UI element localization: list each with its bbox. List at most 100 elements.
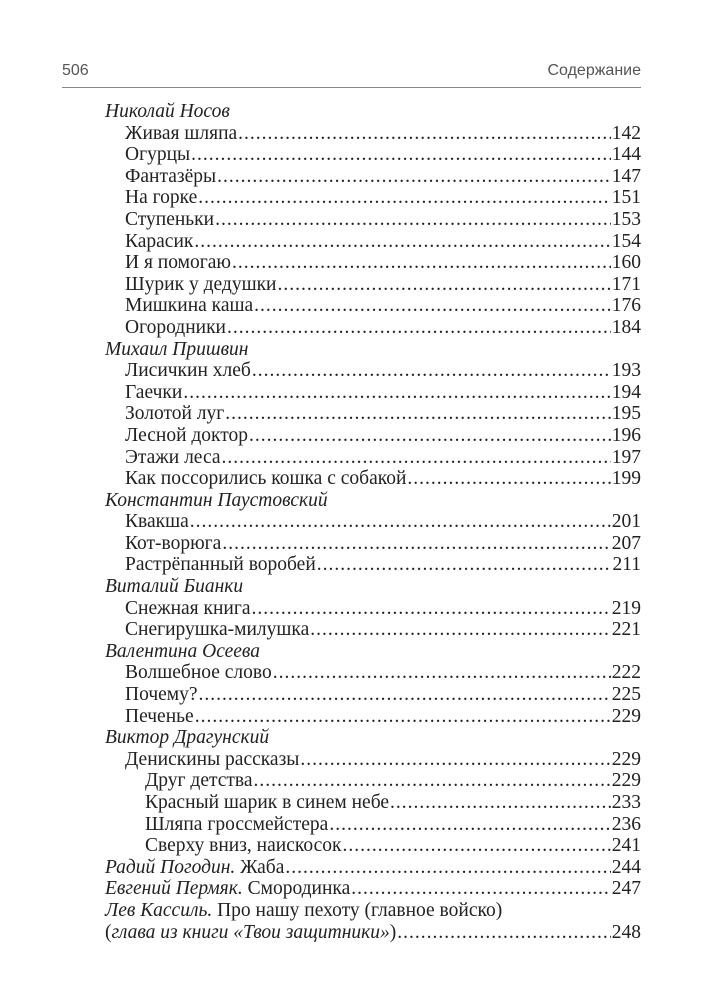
- text: Снежная книга: [125, 597, 251, 619]
- text: (: [105, 921, 112, 943]
- text: Ступеньки: [125, 208, 215, 230]
- text: Почему?: [125, 684, 198, 706]
- toc-entry: Лесной доктор 196: [105, 425, 641, 447]
- toc-entry-title: Денискины рассказы: [125, 749, 299, 771]
- toc-page-number: 176: [611, 295, 641, 317]
- toc-page-number: 248: [611, 921, 641, 943]
- dot-leader: [199, 684, 611, 706]
- dot-leader: [217, 166, 611, 188]
- toc-page-number: 222: [611, 662, 641, 684]
- toc-entry: Снежная книга 219: [105, 598, 641, 620]
- toc-page-number: 184: [611, 316, 641, 338]
- toc-entry-title: Ступеньки: [125, 209, 214, 231]
- dot-leader: [254, 770, 611, 792]
- toc-entry: Красный шарик в синем небе 233: [105, 792, 641, 814]
- toc-page-number: 221: [611, 619, 641, 641]
- toc-entry-title: Почему?: [125, 684, 198, 706]
- text: Огородники: [125, 316, 226, 338]
- toc-entry-title: Печенье: [125, 706, 194, 728]
- dot-leader: [183, 382, 610, 404]
- toc-entry: Радий Погодин. Жаба 244: [105, 857, 641, 879]
- toc-entry: (глава из книги «Твои защитники») 248: [105, 922, 641, 944]
- text: Растрёпанный воробей: [125, 554, 316, 576]
- toc-page-number: 236: [611, 813, 641, 835]
- text: Шляпа гроссмейстера: [145, 813, 329, 835]
- toc-entry-title: Этажи леса: [125, 447, 221, 469]
- toc-author-heading: Михаил Пришвин: [105, 339, 641, 361]
- dot-leader: [397, 922, 611, 944]
- dot-leader: [407, 468, 610, 490]
- toc-entry-title: Лесной доктор: [125, 425, 248, 447]
- italic-text: Константин Паустовский: [105, 489, 328, 511]
- dot-leader: [252, 598, 611, 620]
- text: Кот-ворюга: [125, 532, 222, 554]
- toc-entry-title: На горке: [125, 187, 197, 209]
- dot-leader: [390, 792, 611, 814]
- toc-entry: И я помогаю 160: [105, 252, 641, 274]
- toc-entry: Волшебное слово 222: [105, 662, 641, 684]
- italic-text: глава из книги «Твои защитники»: [111, 921, 390, 943]
- text: Этажи леса: [125, 446, 221, 468]
- toc-entry: На горке 151: [105, 187, 641, 209]
- section-title: Содержание: [547, 62, 641, 79]
- toc-page-number: 153: [611, 208, 641, 230]
- toc-entry: Гаечки 194: [105, 382, 641, 404]
- toc-entry-title: Лисичкин хлеб: [125, 360, 251, 382]
- toc-entry-title: Лев Кассиль. Про нашу пехоту (главное во…: [105, 900, 502, 922]
- toc-entry-title: Шурик у дедушки: [125, 274, 277, 296]
- text: Про нашу пехоту (главное войско): [212, 899, 503, 921]
- dot-leader: [225, 403, 610, 425]
- toc-entry-title: Радий Погодин. Жаба: [105, 857, 284, 879]
- toc-entry: Денискины рассказы 229: [105, 749, 641, 771]
- toc-entry: Ступеньки 153: [105, 209, 641, 231]
- text: Живая шляпа: [125, 122, 238, 144]
- toc-entry: Сверху вниз, наискосок 241: [105, 835, 641, 857]
- toc-page-number: 229: [611, 770, 641, 792]
- toc-author-heading: Виталий Бианки: [105, 576, 641, 598]
- toc-entry-title: Снегирушка-милушка: [125, 619, 309, 641]
- toc-page-number: 233: [611, 792, 641, 813]
- dot-leader: [194, 231, 610, 253]
- toc-entry-title: Фантазёры: [125, 166, 216, 188]
- dot-leader: [285, 857, 610, 879]
- toc-entry-title: Снежная книга: [125, 598, 251, 620]
- dot-leader: [254, 295, 611, 317]
- dot-leader: [249, 425, 611, 447]
- text: Красный шарик в синем небе: [145, 792, 390, 813]
- dot-leader: [190, 511, 611, 533]
- dot-leader: [351, 878, 610, 900]
- toc-entry-title: Виктор Драгунский: [105, 727, 269, 749]
- toc-entry-title: Виталий Бианки: [105, 576, 243, 598]
- text: Смородинка: [242, 878, 351, 900]
- italic-text: Валентина Осеева: [105, 640, 260, 662]
- toc-page-number: 160: [611, 252, 641, 274]
- dot-leader: [300, 749, 610, 771]
- toc-page-number: 154: [611, 230, 641, 252]
- toc-page-number: 151: [611, 187, 641, 209]
- toc-author-heading: Николай Носов: [105, 101, 641, 123]
- toc-entry-title: Красный шарик в синем небе: [145, 792, 389, 814]
- toc-page-number: 207: [611, 532, 641, 554]
- italic-text: Виталий Бианки: [105, 576, 244, 598]
- text: Фантазёры: [125, 165, 217, 187]
- text: Шурик у дедушки: [125, 273, 277, 295]
- toc-entry-title: Кот-ворюга: [125, 533, 221, 555]
- toc-entry-title: Николай Носов: [105, 101, 230, 123]
- toc-page-number: 241: [611, 835, 641, 857]
- text: Друг детства: [145, 770, 253, 792]
- text: Лисичкин хлеб: [125, 360, 251, 382]
- toc-page-number: 244: [611, 856, 641, 878]
- italic-text: Николай Носов: [105, 101, 230, 122]
- dot-leader: [329, 814, 610, 836]
- toc-entry: Евгений Пермяк. Смородинка 247: [105, 878, 641, 900]
- dot-leader: [252, 360, 611, 382]
- text: Печенье: [125, 705, 194, 727]
- toc-author-heading: Константин Паустовский: [105, 490, 641, 512]
- toc-page-number: 247: [611, 878, 641, 900]
- toc-entry: Этажи леса 197: [105, 447, 641, 469]
- toc-entry-title: Золотой луг: [125, 403, 224, 425]
- toc-entry-title: Валентина Осеева: [105, 641, 260, 663]
- toc-entry: Мишкина каша 176: [105, 295, 641, 317]
- text: Квакша: [125, 511, 189, 533]
- toc-entry-title: Волшебное слово: [125, 662, 272, 684]
